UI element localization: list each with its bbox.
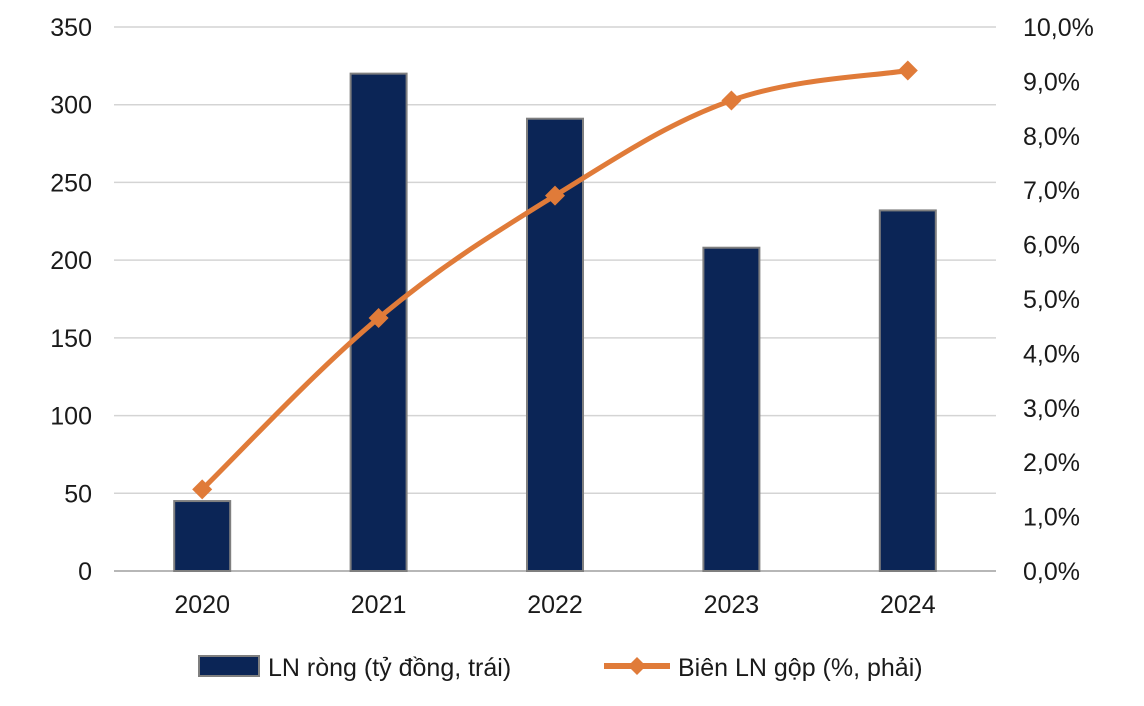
left-tick-label: 0 [78,558,92,586]
left-axis-ticks: 0 50 100 150 200 250 300 350 [50,14,92,586]
x-tick-label: 2022 [527,591,583,619]
legend-marker-diamond [628,657,646,675]
right-tick-label: 3,0% [1023,395,1080,423]
legend-label-bar: LN ròng (tỷ đồng, trái) [268,654,511,682]
right-tick-label: 6,0% [1023,232,1080,260]
right-tick-label: 9,0% [1023,68,1080,96]
line-marker [721,90,742,111]
line-marker [192,479,213,500]
x-tick-label: 2021 [351,591,407,619]
left-tick-label: 300 [50,92,92,120]
legend-label-line: Biên LN gộp (%, phải) [678,654,923,682]
left-tick-label: 100 [50,403,92,431]
right-tick-label: 10,0% [1023,14,1094,42]
x-tick-label: 2020 [174,591,230,619]
left-tick-label: 200 [50,247,92,275]
right-tick-label: 8,0% [1023,123,1080,151]
left-tick-label: 150 [50,325,92,353]
right-tick-label: 2,0% [1023,449,1080,477]
right-tick-label: 0,0% [1023,558,1080,586]
x-tick-label: 2024 [880,591,936,619]
legend: LN ròng (tỷ đồng, trái) Biên LN gộp (%, … [198,654,923,682]
bar [173,500,232,572]
bar [702,246,761,573]
left-tick-label: 250 [50,169,92,197]
legend-swatch-bar [198,655,260,677]
left-tick-label: 350 [50,14,92,42]
bar-series [173,72,937,573]
line-marker [545,185,565,206]
line-series [192,60,918,500]
left-tick-label: 50 [64,480,92,508]
right-tick-label: 4,0% [1023,340,1080,368]
right-tick-label: 5,0% [1023,286,1080,314]
x-axis-ticks: 2020 2021 2022 2023 2024 [174,591,935,619]
bar [878,209,937,573]
line-marker [368,308,389,329]
line-marker [897,60,918,81]
right-axis-ticks: 0,0% 1,0% 2,0% 3,0% 4,0% 5,0% 6,0% 7,0% 8,0% 9,0%… [1023,14,1094,586]
x-tick-label: 2023 [704,591,760,619]
right-tick-label: 1,0% [1023,504,1080,532]
right-tick-label: 7,0% [1023,177,1080,205]
